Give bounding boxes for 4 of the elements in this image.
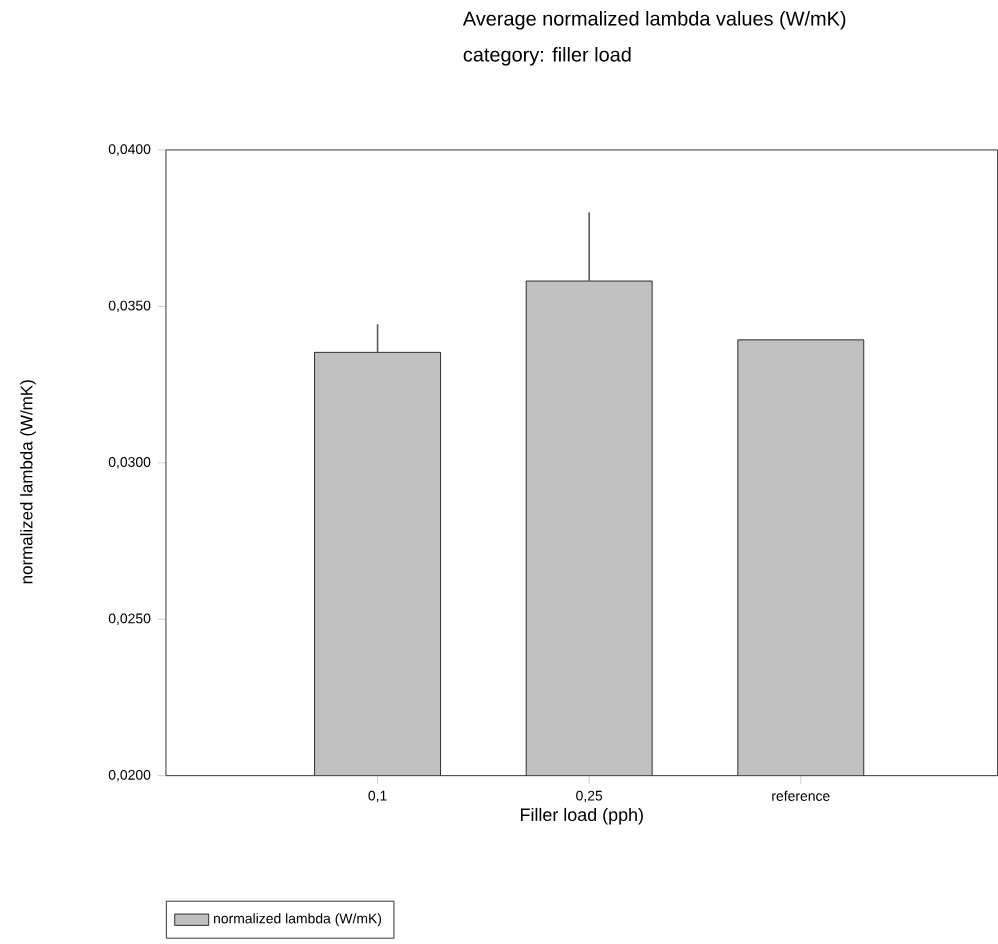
x-axis-title: Filler load (pph) [520,808,643,825]
y-axis-title: normalized lambda (W/mK) [20,380,36,584]
chart-subtitle: category: filler load [463,47,631,66]
chart-title: Average normalized lambda values (W/mK) [462,11,846,30]
